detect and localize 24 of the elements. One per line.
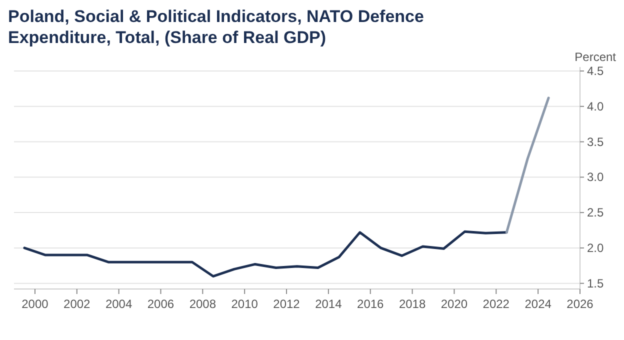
y-tick-label: 1.5 <box>587 276 604 290</box>
x-tick-label: 2004 <box>105 297 132 311</box>
y-tick-label: 4.0 <box>587 99 604 114</box>
x-tick-label: 2018 <box>398 297 426 311</box>
y-tick-label: 3.5 <box>587 134 604 149</box>
x-tick-label: 2002 <box>64 297 91 311</box>
y-tick-label: 2.0 <box>587 240 604 255</box>
x-tick-label: 2006 <box>147 297 174 311</box>
x-tick-label: 2008 <box>189 297 216 311</box>
x-tick-label: 2014 <box>315 297 342 311</box>
x-tick-label: 2010 <box>231 297 258 311</box>
x-tick-label: 2020 <box>440 297 468 311</box>
x-tick-label: 2026 <box>566 297 594 311</box>
x-tick-label: 2012 <box>273 297 300 311</box>
chart-title: Poland, Social & Political Indicators, NATO Defence Expenditure, Total, (Share of Real GDP) <box>8 7 424 47</box>
y-tick-label: 3.0 <box>587 170 604 184</box>
x-tick-label: 2016 <box>357 297 384 311</box>
x-tick-label: 2024 <box>524 297 552 311</box>
line-series <box>23 230 508 278</box>
y-tick-label: 2.5 <box>587 206 604 220</box>
x-tick-label: 2000 <box>22 297 49 311</box>
x-tick-label: 2022 <box>482 297 510 311</box>
y-tick-label: 4.5 <box>587 64 604 78</box>
y-axis-title: Percent <box>574 50 617 64</box>
